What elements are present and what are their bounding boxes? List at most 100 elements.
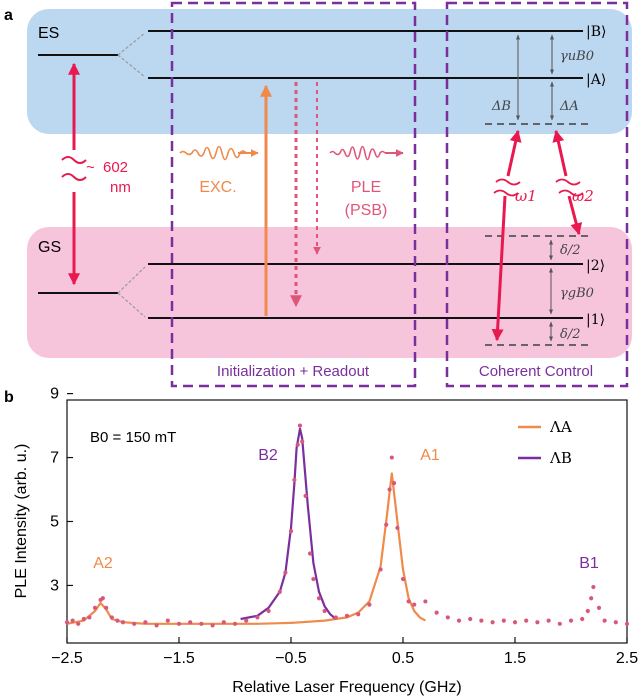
gs-split-line-up	[117, 266, 146, 294]
exc-label: EXC.	[199, 179, 236, 196]
data-point	[199, 621, 204, 626]
series-line-0	[66, 472, 426, 625]
y-tick-label: 7	[50, 450, 59, 467]
peak-label-B2: B2	[258, 447, 278, 464]
data-point	[344, 613, 350, 618]
data-point	[210, 623, 215, 628]
data-point	[176, 621, 182, 626]
data-point	[378, 567, 383, 572]
ket-1: |1⟩	[586, 312, 605, 328]
ket-2: |2⟩	[586, 258, 605, 274]
x-tick-label: 1.5	[504, 650, 526, 667]
omega2-break-icon	[555, 178, 584, 197]
coherent-control-box	[445, 1, 629, 388]
data-point	[244, 618, 249, 623]
delta-B-label: ΔB	[491, 99, 511, 114]
data-point	[81, 616, 86, 622]
data-point	[602, 618, 607, 623]
data-point	[232, 621, 238, 626]
es-split-line-down	[117, 54, 146, 78]
x-tick-label: 2.5	[616, 650, 638, 667]
data-point	[70, 618, 75, 623]
legend-label-lambda-A: ΛA	[549, 418, 572, 436]
omega1-break-icon	[493, 178, 521, 197]
data-point	[316, 596, 322, 601]
data-point	[384, 522, 389, 527]
omega1-arrow-bottom	[491, 195, 507, 342]
data-point	[115, 618, 120, 623]
data-point	[585, 608, 590, 614]
data-point	[154, 623, 159, 628]
data-point	[311, 576, 316, 582]
data-point	[277, 589, 282, 594]
data-point	[76, 621, 81, 626]
data-point	[400, 576, 406, 582]
x-tick-label: −1.5	[163, 650, 195, 667]
data-point	[132, 621, 137, 626]
wavelength-unit: nm	[110, 179, 131, 196]
data-point	[288, 528, 294, 534]
data-point	[596, 605, 602, 610]
ket-A: |A⟩	[586, 72, 606, 88]
plot-series	[64, 423, 630, 628]
peak-label-B1: B1	[579, 555, 599, 572]
panel-a: a ES GS |B⟩ |A⟩ |2⟩ |1⟩ ~ 602 nm	[4, 1, 632, 388]
y-tick-label: 9	[50, 386, 59, 403]
panel-b-label: b	[4, 389, 14, 406]
data-point	[322, 608, 327, 614]
peak-label-A1: A1	[420, 447, 440, 464]
axis-ticks: −2.5 −1.5 −0.5 0.5 1.5 2.5 3 5 7 9	[50, 386, 638, 667]
data-point	[624, 621, 630, 626]
data-point	[389, 455, 394, 460]
data-point	[546, 618, 551, 623]
data-point	[104, 605, 109, 610]
peak-label-A2: A2	[93, 555, 113, 572]
es-band	[27, 9, 632, 134]
data-point	[613, 620, 618, 625]
y-tick-label: 5	[50, 514, 59, 531]
data-point	[391, 481, 397, 486]
gamma-g-label: γgB0	[560, 286, 594, 301]
gamma-u-label: γuB0	[560, 49, 594, 64]
data-point	[512, 620, 518, 625]
init-readout-box	[170, 1, 417, 388]
data-point	[456, 618, 462, 623]
data-point	[356, 612, 361, 617]
data-point	[524, 618, 529, 623]
series-line-1	[240, 427, 337, 621]
coherent-control-label: Coherent Control	[479, 363, 593, 380]
wavelength-approx: ~	[86, 159, 95, 176]
omega2-arrow-top	[552, 129, 568, 177]
data-point	[568, 618, 574, 623]
data-point	[387, 487, 392, 492]
axis-break-icon	[61, 156, 87, 181]
delta-half-bottom-label: δ/2	[560, 327, 580, 342]
y-axis-label: PLE Intensity (arb. u.)	[13, 444, 30, 599]
data-point	[295, 442, 300, 447]
ket-B: |B⟩	[586, 24, 606, 40]
data-point	[188, 620, 193, 625]
data-point	[434, 610, 439, 615]
data-point	[333, 615, 338, 620]
data-point	[283, 570, 288, 575]
data-point	[367, 602, 372, 607]
data-point	[300, 439, 305, 444]
x-tick-label: −2.5	[51, 650, 83, 667]
gs-label: GS	[38, 239, 61, 256]
data-point	[266, 608, 271, 614]
delta-A-label: ΔA	[559, 99, 579, 114]
data-point	[109, 615, 114, 620]
omega2-label: ω2	[572, 187, 594, 205]
data-point	[468, 616, 473, 622]
x-tick-label: −0.5	[275, 650, 307, 667]
y-tick-label: 3	[50, 577, 59, 594]
data-point	[255, 615, 260, 620]
data-point	[445, 615, 450, 620]
wavelength-value: 602	[103, 159, 128, 176]
panel-a-label: a	[4, 7, 13, 24]
data-point	[64, 620, 70, 625]
init-readout-label: Initialization + Readout	[217, 363, 370, 380]
data-point	[303, 493, 308, 499]
data-point	[501, 618, 506, 623]
